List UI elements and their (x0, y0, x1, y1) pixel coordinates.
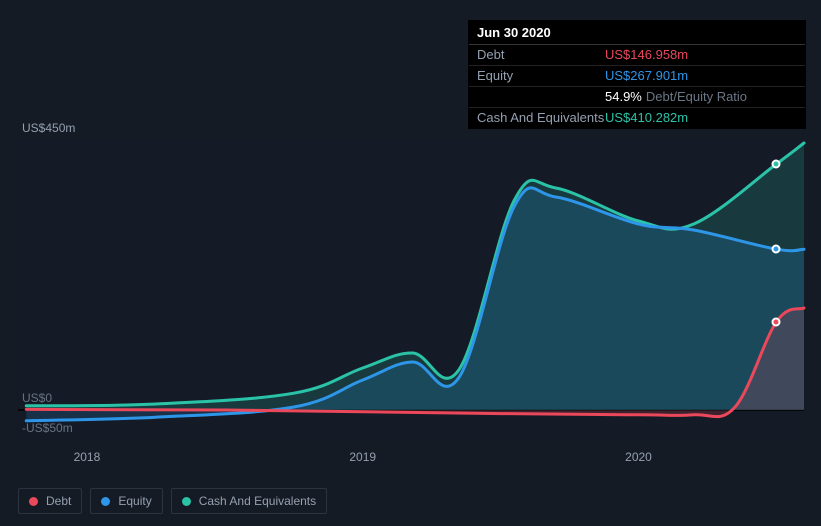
legend-swatch (182, 497, 191, 506)
legend-item-debt[interactable]: Debt (18, 488, 82, 514)
legend-label: Equity (118, 494, 151, 508)
legend-label: Cash And Equivalents (199, 494, 316, 508)
tooltip-label (477, 89, 605, 105)
tooltip-label: Equity (477, 68, 605, 84)
tooltip-value: US$410.282m (605, 110, 688, 126)
legend-label: Debt (46, 494, 71, 508)
chart-legend: Debt Equity Cash And Equivalents (18, 488, 327, 514)
chart-svg (18, 140, 804, 440)
y-axis-label: US$450m (22, 121, 75, 135)
tooltip-value: US$146.958m (605, 47, 688, 63)
tooltip-row-debt: Debt US$146.958m (469, 45, 805, 66)
series-marker (772, 317, 781, 326)
chart-area[interactable]: US$450m US$0 -US$50m 2018 2019 2020 (18, 120, 804, 440)
x-axis-label: 2019 (349, 450, 376, 464)
series-marker (772, 160, 781, 169)
legend-item-cash[interactable]: Cash And Equivalents (171, 488, 327, 514)
tooltip-value: 54.9% (605, 89, 642, 105)
x-axis-label: 2020 (625, 450, 652, 464)
chart-tooltip: Jun 30 2020 Debt US$146.958m Equity US$2… (468, 20, 806, 129)
tooltip-value: US$267.901m (605, 68, 688, 84)
tooltip-label: Cash And Equivalents (477, 110, 605, 126)
tooltip-row-equity: Equity US$267.901m (469, 66, 805, 87)
tooltip-row-cash: Cash And Equivalents US$410.282m (469, 108, 805, 128)
tooltip-suffix: Debt/Equity Ratio (646, 89, 747, 105)
plot-region[interactable] (18, 140, 804, 440)
x-axis-label: 2018 (74, 450, 101, 464)
tooltip-label: Debt (477, 47, 605, 63)
legend-item-equity[interactable]: Equity (90, 488, 162, 514)
tooltip-row-ratio: 54.9% Debt/Equity Ratio (469, 87, 805, 108)
legend-swatch (101, 497, 110, 506)
series-marker (772, 245, 781, 254)
tooltip-date: Jun 30 2020 (469, 21, 805, 45)
legend-swatch (29, 497, 38, 506)
